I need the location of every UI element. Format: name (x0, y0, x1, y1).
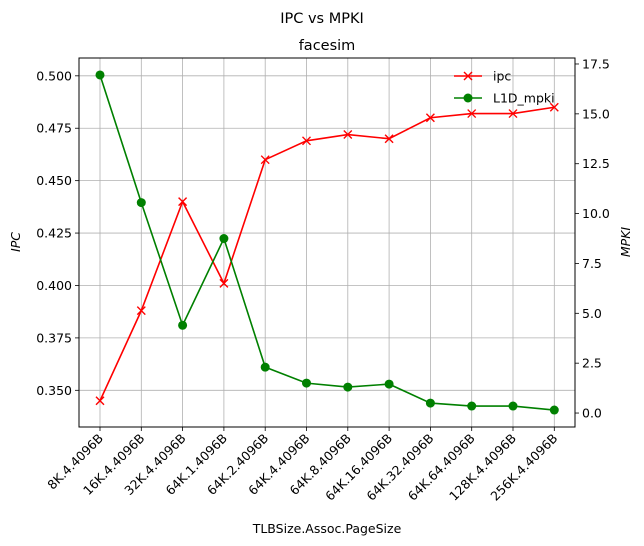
data-point (302, 136, 311, 146)
y-axis-right: 0.0 2.5 5.0 7.5 10.0 12.5 15.0 17.5 (575, 56, 610, 421)
data-point (425, 398, 435, 408)
legend-marker (463, 93, 473, 103)
data-point (95, 70, 105, 80)
data-point (467, 109, 477, 119)
x-axis-label: TLBSize.Assoc.PageSize (252, 521, 402, 536)
y-right-tick-label: 0.0 (582, 406, 602, 421)
y-right-tick-label: 7.5 (582, 256, 602, 271)
series-line (99, 106, 555, 402)
data-point (219, 278, 229, 288)
data-point (136, 198, 146, 208)
y-axis-left-label: IPC (8, 232, 23, 252)
y-right-tick-label: 15.0 (582, 106, 610, 121)
y-right-tick-label: 10.0 (582, 206, 610, 221)
series-layer (95, 70, 559, 415)
chart-title: facesim (299, 38, 356, 54)
legend-item-L1D_mpki: L1D_mpki (454, 91, 555, 106)
data-point (178, 197, 188, 207)
y-left-tick-label: 0.425 (36, 226, 72, 241)
data-point (467, 401, 477, 411)
data-point (343, 382, 353, 392)
y-left-tick-label: 0.350 (36, 383, 72, 398)
y-left-tick-label: 0.375 (36, 330, 72, 345)
data-point (508, 401, 518, 411)
data-point (549, 405, 559, 415)
data-point (260, 362, 270, 372)
data-point (219, 234, 229, 244)
y-right-tick-label: 12.5 (582, 156, 610, 171)
y-axis-right-label: MPKI (618, 227, 633, 258)
series-L1D_mpki (95, 70, 559, 415)
chart-suptitle: IPC vs MPKI (280, 11, 364, 27)
y-axis-left: 0.350 0.375 0.400 0.425 0.450 0.475 0.500 (36, 68, 79, 398)
y-left-tick-label: 0.475 (36, 121, 72, 136)
data-point (343, 130, 353, 140)
legend: ipc L1D_mpki (454, 69, 555, 106)
legend-item-ipc: ipc (454, 69, 511, 84)
legend-label: L1D_mpki (493, 91, 555, 106)
data-point (95, 396, 105, 406)
data-point (425, 113, 435, 123)
data-point (302, 378, 311, 388)
legend-marker (463, 71, 473, 81)
series-ipc (95, 102, 559, 406)
legend-label: ipc (493, 69, 511, 84)
x-axis: 8K.4.4096B16K.4.4096B32K.4.4096B64K.1.40… (44, 427, 560, 504)
data-point (508, 109, 518, 119)
plot-frame (78, 57, 576, 428)
data-point (136, 306, 146, 316)
series-line (99, 74, 555, 411)
y-left-tick-label: 0.500 (36, 68, 72, 83)
y-left-tick-label: 0.450 (36, 173, 72, 188)
y-right-tick-label: 5.0 (582, 306, 602, 321)
y-right-tick-label: 2.5 (582, 356, 602, 371)
grid (79, 58, 575, 427)
y-left-tick-label: 0.400 (36, 278, 72, 293)
y-right-tick-label: 17.5 (582, 56, 610, 71)
data-point (384, 134, 394, 144)
data-point (384, 379, 394, 389)
data-point (178, 320, 188, 330)
data-point (549, 102, 559, 112)
data-point (260, 155, 270, 165)
